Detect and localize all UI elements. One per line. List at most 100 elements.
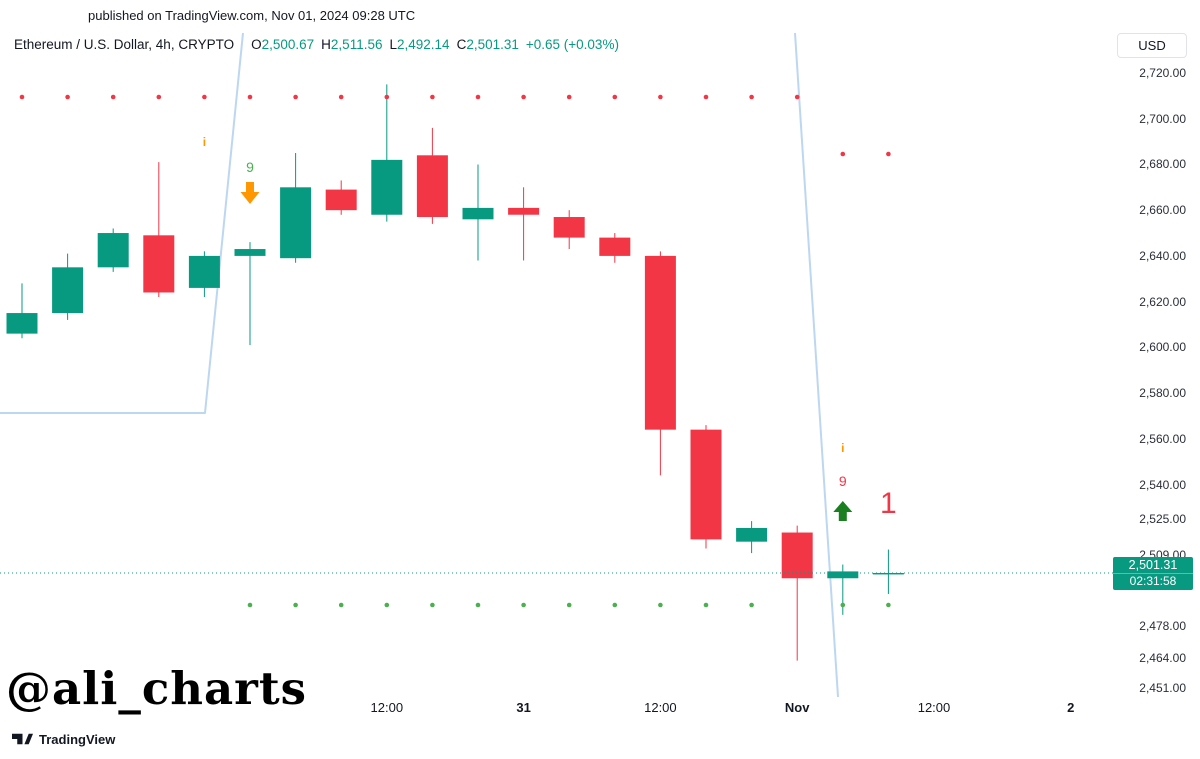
- candle-up: [188, 251, 220, 298]
- td-count-1: 1: [880, 487, 897, 520]
- candle-up: [280, 153, 312, 263]
- td-dot: [247, 94, 253, 100]
- change-value: +0.65 (+0.03%): [525, 37, 619, 52]
- last-price-badge: 2,501.31 02:31:58: [1113, 556, 1193, 590]
- tradingview-logo-icon: [12, 733, 33, 745]
- price-axis-label: 2,680.00: [1139, 157, 1186, 172]
- candle-down: [781, 525, 813, 661]
- td-dot: [840, 151, 846, 157]
- candle-down: [553, 210, 585, 250]
- time-axis[interactable]: 12:00 31 12:00 Nov 12:00 2: [0, 700, 1115, 718]
- td-dot: [338, 94, 344, 100]
- ohlc-value: 2,500.67: [261, 37, 315, 52]
- price-axis-label: 2,525.00: [1139, 511, 1186, 526]
- td-dot: [886, 151, 891, 157]
- buy-arrow-icon: [833, 501, 853, 521]
- td-dot: [794, 94, 800, 100]
- candle-down: [599, 233, 631, 263]
- ohlc-letter: L: [389, 37, 397, 52]
- tradingview-label[interactable]: TradingView: [39, 732, 116, 747]
- symbol-title: Ethereum / U.S. Dollar, 4h, CRYPTO: [14, 37, 235, 52]
- time-axis-label: 12:00: [644, 700, 677, 715]
- time-axis-label: 2: [1067, 700, 1075, 715]
- td-dot: [65, 94, 70, 100]
- published-line: published on TradingView.com, Nov 01, 20…: [88, 8, 416, 23]
- candle-up: [97, 228, 129, 272]
- price-axis-label: 2,620.00: [1139, 294, 1186, 309]
- price-axis-label: 2,600.00: [1139, 340, 1186, 355]
- candle-down: [143, 162, 175, 298]
- ohlc-value: 2,511.56: [330, 37, 383, 52]
- trend-channel-line[interactable]: [794, 32, 839, 698]
- bar-countdown: 02:31:58: [1113, 572, 1193, 590]
- td-dot: [247, 602, 253, 608]
- candle-up: [234, 242, 266, 346]
- price-axis[interactable]: 2,720.00 2,700.00 2,680.00 2,660.00 2,640.00…: [1115, 0, 1200, 759]
- ohlc-letter: O: [251, 37, 262, 52]
- candle-up: [462, 164, 494, 261]
- td-dot: [612, 602, 618, 608]
- td-dot: [110, 94, 116, 100]
- time-axis-label: 31: [516, 700, 531, 715]
- candle-down: [416, 127, 448, 224]
- info-icon: i: [203, 135, 206, 149]
- td-dot: [566, 94, 572, 100]
- candle-down: [508, 187, 540, 261]
- footer: TradingView: [12, 732, 115, 747]
- currency-button[interactable]: USD: [1117, 33, 1187, 58]
- td-dot: [475, 602, 481, 608]
- time-axis-label: 12:00: [917, 700, 951, 715]
- sell-arrow-icon: [240, 182, 260, 204]
- ohlc-value: 2,492.14: [397, 37, 450, 52]
- price-axis-label: 2,540.00: [1139, 477, 1186, 492]
- td-dot: [566, 602, 572, 608]
- td-dot: [703, 602, 709, 608]
- price-axis-label: 2,720.00: [1139, 66, 1186, 80]
- td-dot: [658, 94, 663, 100]
- price-axis-label: 2,660.00: [1139, 203, 1186, 218]
- candle-up: [371, 84, 403, 222]
- td-dot: [430, 94, 435, 100]
- candle-up: [872, 549, 904, 594]
- td-dot: [293, 602, 298, 608]
- td-dot: [658, 602, 663, 608]
- td-dot: [384, 94, 390, 100]
- td-dot: [475, 94, 481, 100]
- info-icon: i: [841, 441, 844, 455]
- price-axis-label: 2,700.00: [1139, 111, 1186, 126]
- candle-down: [325, 180, 357, 215]
- price-axis-label: 2,478.00: [1139, 619, 1186, 634]
- td-dot: [19, 94, 25, 100]
- td-dot: [202, 94, 207, 100]
- td-setup-9-green: 9: [246, 159, 254, 175]
- candle-down: [690, 425, 722, 549]
- td-dot: [430, 602, 435, 608]
- candle-up: [6, 283, 38, 339]
- price-axis-label: 2,560.00: [1139, 431, 1186, 446]
- td-dot: [612, 94, 618, 100]
- td-dot: [384, 602, 390, 608]
- price-axis-label: 2,464.00: [1139, 651, 1186, 666]
- time-axis-label: Nov: [784, 700, 810, 715]
- ohlc-letter: C: [456, 37, 467, 52]
- price-axis-label: 2,451.00: [1139, 680, 1186, 695]
- td-dot: [886, 602, 891, 608]
- ohlc-letter: H: [321, 37, 331, 52]
- td-dot: [749, 94, 754, 100]
- td-dot: [338, 602, 344, 608]
- td-dot: [840, 602, 846, 608]
- candle-up: [52, 253, 84, 320]
- chart-header: Ethereum / U.S. Dollar, 4h, CRYPTO O2,500…: [14, 37, 619, 52]
- trend-channel-line[interactable]: [0, 32, 244, 414]
- candle-down: [644, 251, 676, 476]
- td-dot: [293, 94, 298, 100]
- td-dot: [156, 94, 162, 100]
- price-axis-label: 2,580.00: [1139, 386, 1186, 401]
- td-setup-9-red: 9: [839, 473, 847, 489]
- ohlc-value: 2,501.31: [466, 37, 519, 52]
- time-axis-label: 12:00: [370, 700, 404, 715]
- price-axis-label: 2,640.00: [1139, 248, 1186, 263]
- watermark: @ali_charts: [6, 662, 307, 715]
